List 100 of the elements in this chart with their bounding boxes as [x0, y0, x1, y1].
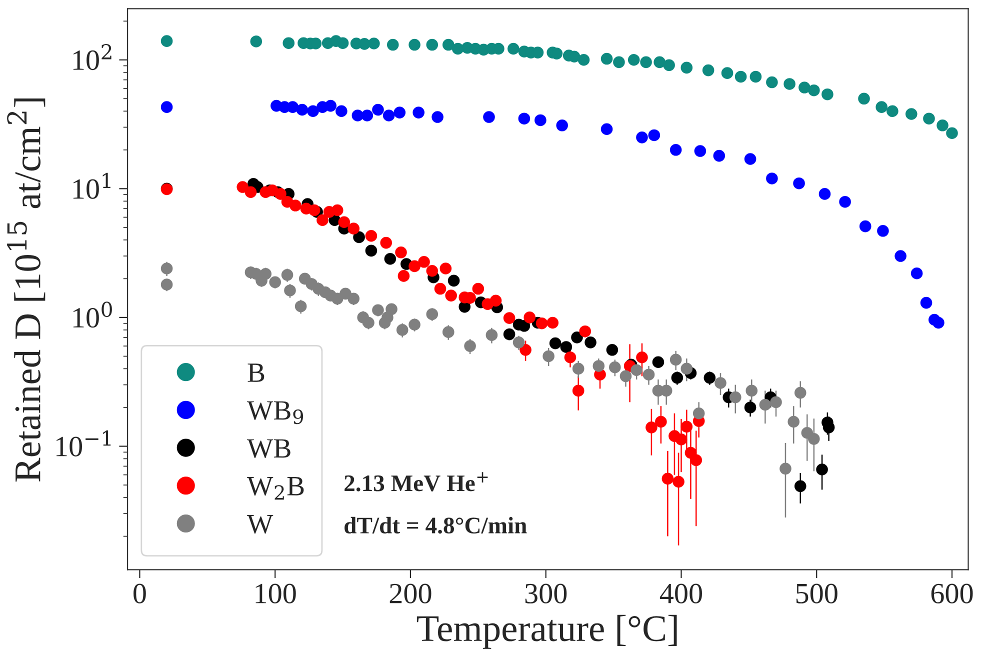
point — [365, 244, 378, 257]
point — [572, 362, 584, 375]
point — [284, 284, 296, 296]
point — [384, 252, 396, 265]
point — [592, 360, 605, 372]
point — [386, 303, 398, 316]
point — [395, 246, 407, 258]
point — [578, 54, 590, 66]
point — [274, 188, 286, 200]
point — [654, 56, 666, 68]
point — [744, 402, 756, 414]
point — [331, 204, 344, 216]
point — [886, 105, 898, 118]
x-tick-label: 100 — [256, 584, 296, 604]
point — [584, 336, 596, 348]
point — [600, 123, 613, 136]
point — [308, 204, 320, 216]
point — [426, 264, 438, 277]
point — [606, 344, 618, 356]
point — [655, 416, 667, 428]
point — [340, 288, 352, 300]
point — [579, 325, 592, 338]
point — [486, 329, 498, 341]
point — [818, 188, 831, 200]
point — [704, 372, 716, 384]
x-tick-label: 500 — [796, 584, 838, 604]
x-tick-label: 0 — [134, 584, 146, 604]
point — [729, 391, 742, 404]
y-axis-title: Retained D [10$^{15}$ at/cm$^{2}$] — [7, 98, 46, 482]
point — [396, 324, 408, 336]
point — [816, 464, 828, 476]
point — [680, 362, 693, 375]
point — [609, 361, 621, 374]
point — [442, 326, 454, 338]
point — [269, 276, 281, 288]
point — [794, 386, 806, 399]
annotation: dT/dt = 4.8°C/min — [344, 516, 527, 534]
point — [620, 370, 632, 382]
point — [808, 433, 820, 445]
point — [432, 111, 444, 123]
point — [672, 476, 684, 488]
point — [746, 384, 758, 397]
point — [784, 78, 796, 90]
point — [294, 300, 307, 312]
point — [452, 42, 464, 55]
point — [636, 351, 648, 364]
point — [670, 144, 682, 156]
point — [714, 377, 726, 389]
point — [464, 340, 476, 352]
point — [571, 332, 583, 344]
point — [352, 110, 364, 122]
point — [483, 111, 495, 123]
point — [794, 480, 806, 492]
point — [766, 172, 778, 184]
point — [338, 216, 350, 228]
point — [336, 105, 348, 118]
point — [680, 62, 693, 74]
point — [520, 344, 532, 356]
point — [770, 396, 782, 408]
point — [652, 356, 664, 368]
point — [348, 292, 360, 305]
point — [524, 312, 536, 324]
point — [380, 236, 392, 249]
point — [260, 268, 272, 280]
point — [572, 384, 584, 397]
point — [910, 267, 923, 280]
x-tick-label: 300 — [525, 584, 567, 604]
point — [160, 101, 173, 113]
point — [490, 294, 502, 307]
point — [670, 354, 682, 366]
point — [560, 341, 572, 353]
point — [503, 328, 516, 340]
point — [368, 38, 380, 50]
point — [503, 312, 516, 324]
point — [536, 317, 548, 330]
point — [244, 186, 257, 198]
legend-label: W — [247, 515, 274, 534]
point — [542, 350, 554, 362]
point — [361, 110, 374, 122]
point — [408, 260, 420, 272]
point — [282, 37, 295, 49]
point — [307, 105, 319, 118]
point — [905, 108, 918, 120]
point — [296, 104, 308, 116]
point — [780, 462, 792, 475]
point — [642, 368, 655, 381]
point — [512, 336, 525, 348]
legend-label: B — [248, 364, 264, 382]
point — [160, 35, 173, 47]
point — [534, 114, 546, 126]
point — [556, 119, 568, 132]
annotation: 2.13 MeV He$^{+}$ — [344, 472, 488, 492]
point — [648, 129, 660, 142]
point — [646, 422, 658, 434]
point — [734, 70, 747, 83]
point — [694, 145, 706, 157]
point — [713, 150, 726, 162]
x-tick-label: 400 — [660, 584, 702, 604]
point — [788, 416, 800, 428]
point — [808, 84, 820, 96]
